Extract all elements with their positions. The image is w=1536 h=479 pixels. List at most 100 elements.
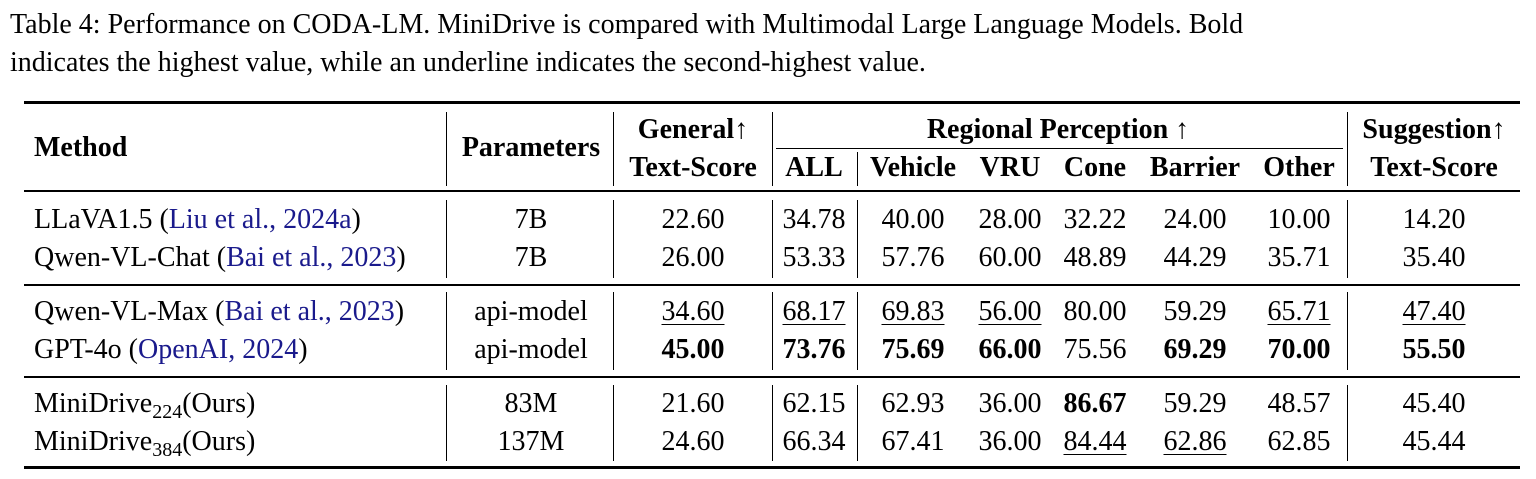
vline-before-all xyxy=(772,200,773,278)
table-cell-barrier: 69.29 xyxy=(1163,334,1227,365)
table-cell-all: 62.15 xyxy=(782,388,846,419)
vline-after-params xyxy=(613,292,614,370)
table-row-method: MiniDrive224(Ours) xyxy=(34,388,256,423)
table-cell-vehicle: 75.69 xyxy=(881,334,945,365)
table-cell-all: 66.34 xyxy=(782,426,846,457)
table-cell-vru: 28.00 xyxy=(978,204,1042,235)
header-method: Method xyxy=(34,132,128,163)
table-cell-other: 35.71 xyxy=(1267,242,1331,273)
table-cell-vru: 36.00 xyxy=(978,388,1042,419)
header-col-vru: VRU xyxy=(979,152,1041,183)
header-col-vehicle: Vehicle xyxy=(869,152,957,183)
table-cell-other: 48.57 xyxy=(1267,388,1331,419)
caption-line-1: Table 4: Performance on CODA-LM. MiniDri… xyxy=(10,9,1244,40)
header-suggestion-bottom: Text-Score xyxy=(1370,152,1498,183)
header-general-bottom: Text-Score xyxy=(629,152,757,183)
citation-link[interactable]: OpenAI, 2024 xyxy=(137,334,299,365)
table-cell-barrier: 24.00 xyxy=(1163,204,1227,235)
vline-before-suggestion xyxy=(1347,292,1348,370)
table-cell-other: 10.00 xyxy=(1267,204,1331,235)
table-cell-params: 83M xyxy=(504,388,558,419)
table-cell-barrier: 59.29 xyxy=(1163,296,1227,327)
vline-before-suggestion xyxy=(1347,200,1348,278)
vline-after-params xyxy=(613,385,614,461)
table-cell-all: 68.17 xyxy=(782,296,846,327)
table-row-method: Qwen-VL-Chat (Bai et al., 2023) xyxy=(34,242,406,273)
citation-link[interactable]: Liu et al., 2024a xyxy=(168,204,352,235)
table-cell-general: 34.60 xyxy=(661,296,725,327)
header-col-cone: Cone xyxy=(1063,152,1127,183)
table-cell-vehicle: 57.76 xyxy=(881,242,945,273)
bottom-rule xyxy=(24,466,1520,469)
table-row-method: LLaVA1.5 (Liu et al., 2024a) xyxy=(34,204,361,235)
table-cell-cone: 86.67 xyxy=(1063,388,1127,419)
vline-before-all xyxy=(772,292,773,370)
caption-line-2: indicates the highest value, while an un… xyxy=(10,47,926,78)
vline-before-suggestion xyxy=(1347,385,1348,461)
table-cell-vehicle: 67.41 xyxy=(881,426,945,457)
table-cell-cone: 80.00 xyxy=(1063,296,1127,327)
table-cell-vru: 60.00 xyxy=(978,242,1042,273)
header-col-all: ALL xyxy=(785,152,843,183)
group2-bottom-rule xyxy=(24,376,1520,378)
header-suggestion-top: Suggestion↑ xyxy=(1362,114,1506,145)
table-cell-barrier: 44.29 xyxy=(1163,242,1227,273)
table-cell-cone: 48.89 xyxy=(1063,242,1127,273)
table-cell-cone: 32.22 xyxy=(1063,204,1127,235)
table-cell-general: 45.00 xyxy=(661,334,725,365)
table-cell-general: 24.60 xyxy=(661,426,725,457)
regional-midrule xyxy=(776,148,1343,149)
vline-after-all xyxy=(857,200,858,278)
citation-link[interactable]: Bai et al., 2023 xyxy=(226,242,397,273)
table-cell-all: 34.78 xyxy=(782,204,846,235)
table-row-method: MiniDrive384(Ours) xyxy=(34,426,256,461)
table-cell-suggestion: 45.40 xyxy=(1402,388,1466,419)
table-cell-general: 26.00 xyxy=(661,242,725,273)
table-cell-params: 7B xyxy=(514,204,548,235)
table-cell-suggestion: 47.40 xyxy=(1402,296,1466,327)
table-cell-cone: 75.56 xyxy=(1063,334,1127,365)
table-cell-all: 53.33 xyxy=(782,242,846,273)
table-cell-suggestion: 55.50 xyxy=(1402,334,1466,365)
table-cell-params: 137M xyxy=(497,426,565,457)
header-bottom-rule xyxy=(24,190,1520,192)
table-cell-suggestion: 45.44 xyxy=(1402,426,1466,457)
table-cell-other: 65.71 xyxy=(1267,296,1331,327)
vline-after-method xyxy=(446,200,447,278)
table-cell-params: 7B xyxy=(514,242,548,273)
vline-after-method xyxy=(446,292,447,370)
table-cell-vru: 66.00 xyxy=(978,334,1042,365)
vline-after-method xyxy=(446,112,447,186)
table-cell-suggestion: 14.20 xyxy=(1402,204,1466,235)
header-col-barrier: Barrier xyxy=(1149,152,1241,183)
vline-after-all xyxy=(857,385,858,461)
vline-after-method xyxy=(446,385,447,461)
table-cell-general: 21.60 xyxy=(661,388,725,419)
table-cell-vru: 36.00 xyxy=(978,426,1042,457)
table-cell-other: 62.85 xyxy=(1267,426,1331,457)
header-regional-perception: Regional Perception ↑ xyxy=(926,114,1190,145)
vline-before-all xyxy=(772,112,773,186)
table-cell-general: 22.60 xyxy=(661,204,725,235)
vline-after-all xyxy=(857,292,858,370)
table-cell-barrier: 59.29 xyxy=(1163,388,1227,419)
table-cell-params: api-model xyxy=(474,334,588,365)
table-cell-vehicle: 62.93 xyxy=(881,388,945,419)
vline-after-params xyxy=(613,112,614,186)
table-cell-vru: 56.00 xyxy=(978,296,1042,327)
vline-after-all xyxy=(857,152,858,186)
table-row-method: Qwen-VL-Max (Bai et al., 2023) xyxy=(34,296,405,327)
table-cell-suggestion: 35.40 xyxy=(1402,242,1466,273)
table-cell-barrier: 62.86 xyxy=(1163,426,1227,457)
header-general-top: General↑ xyxy=(637,114,749,145)
table-cell-params: api-model xyxy=(474,296,588,327)
group1-bottom-rule xyxy=(24,284,1520,286)
table-cell-cone: 84.44 xyxy=(1063,426,1127,457)
citation-link[interactable]: Bai et al., 2023 xyxy=(224,296,395,327)
table-cell-vehicle: 40.00 xyxy=(881,204,945,235)
vline-before-all xyxy=(772,385,773,461)
header-parameters: Parameters xyxy=(461,132,601,163)
vline-after-params xyxy=(613,200,614,278)
table-cell-vehicle: 69.83 xyxy=(881,296,945,327)
table-caption: Table 4: Performance on CODA-LM. MiniDri… xyxy=(10,6,1530,82)
